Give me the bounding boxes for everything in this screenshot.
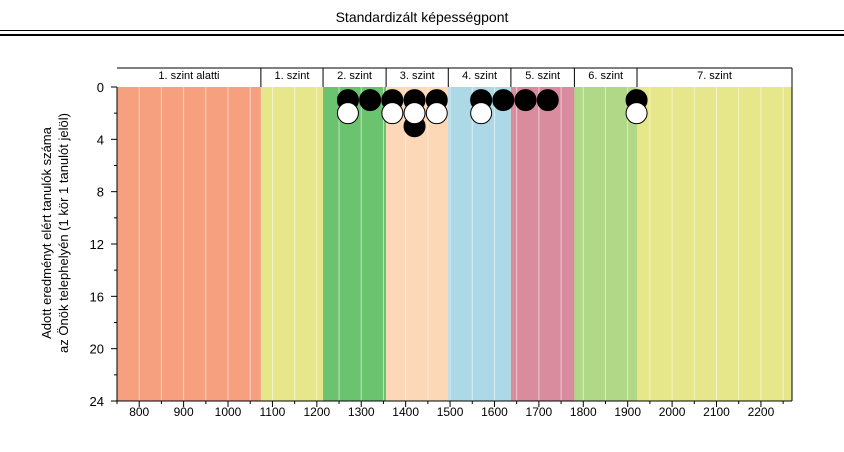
y-tick-label: 12 [90, 237, 104, 252]
student-dot-filled [359, 89, 382, 112]
x-tick-label: 2200 [748, 405, 775, 419]
y-tick-label: 20 [90, 342, 104, 357]
level-band-5 [448, 87, 511, 401]
x-tick-label: 1700 [526, 405, 553, 419]
x-tick-label: 1000 [215, 405, 242, 419]
y-axis-label-line1: Adott eredményt elért tanulók száma [39, 126, 54, 338]
level-label: 7. szint [697, 70, 732, 82]
y-axis-label-line2: az Önök telephelyén (1 kör 1 tanulót jel… [56, 113, 71, 353]
level-label: 1. szint [275, 70, 310, 82]
student-dot-filled [536, 89, 559, 112]
x-tick-label: 1400 [392, 405, 419, 419]
x-tick-label: 900 [174, 405, 194, 419]
x-tick-label: 1900 [614, 405, 641, 419]
student-dot-open [625, 102, 648, 125]
level-band-3 [323, 87, 387, 401]
level-band-2 [260, 87, 324, 401]
page-header: Standardizált képességpont [0, 0, 844, 40]
x-tick-label: 1300 [348, 405, 375, 419]
level-label: 5. szint [525, 70, 560, 82]
x-tick-label: 1500 [437, 405, 464, 419]
level-label: 1. szint alatti [158, 70, 219, 82]
student-dot-filled [492, 89, 515, 112]
student-dot-filled [514, 89, 537, 112]
level-label: 6. szint [588, 70, 623, 82]
y-tick-label: 24 [90, 394, 104, 409]
level-labels: 1. szint alatti 1. szint 2. szint 3. szint 4… [158, 70, 732, 82]
level-bands [117, 87, 792, 401]
y-tick-labels: 0 4 8 12 16 20 24 [90, 80, 104, 409]
x-tick-label: 2100 [703, 405, 730, 419]
level-band-1 [117, 87, 261, 401]
level-band-4 [386, 87, 449, 401]
x-tick-labels: 800 900 1000 1100 1200 1300 1400 1500 1600 1700 18… [129, 405, 774, 419]
chart-axes [111, 67, 793, 407]
header-rule-thin [0, 30, 844, 31]
y-tick-label: 8 [97, 185, 104, 200]
student-dot-open [470, 102, 493, 125]
x-tick-label: 2000 [659, 405, 686, 419]
x-tick-label: 1100 [260, 405, 286, 419]
vertical-gridlines [138, 87, 784, 401]
x-tick-label: 1800 [570, 405, 597, 419]
level-label: 3. szint [400, 70, 435, 82]
y-tick-label: 0 [97, 80, 104, 95]
level-band-6 [510, 87, 575, 401]
header-rule-thick [0, 34, 844, 36]
student-dot-open [403, 102, 426, 125]
student-dot-open [336, 102, 359, 125]
page-title: Standardizált képességpont [335, 9, 509, 25]
y-tick-label: 16 [90, 289, 104, 304]
x-tick-label: 800 [129, 405, 149, 419]
level-label: 4. szint [462, 70, 497, 82]
student-dot-open [381, 102, 404, 125]
level-band-8 [637, 87, 792, 401]
x-tick-label: 1600 [481, 405, 508, 419]
x-tick-label: 1200 [303, 405, 330, 419]
student-dot-open [425, 102, 448, 125]
level-label: 2. szint [337, 70, 372, 82]
student-points [336, 89, 648, 138]
y-tick-label: 4 [97, 132, 104, 147]
